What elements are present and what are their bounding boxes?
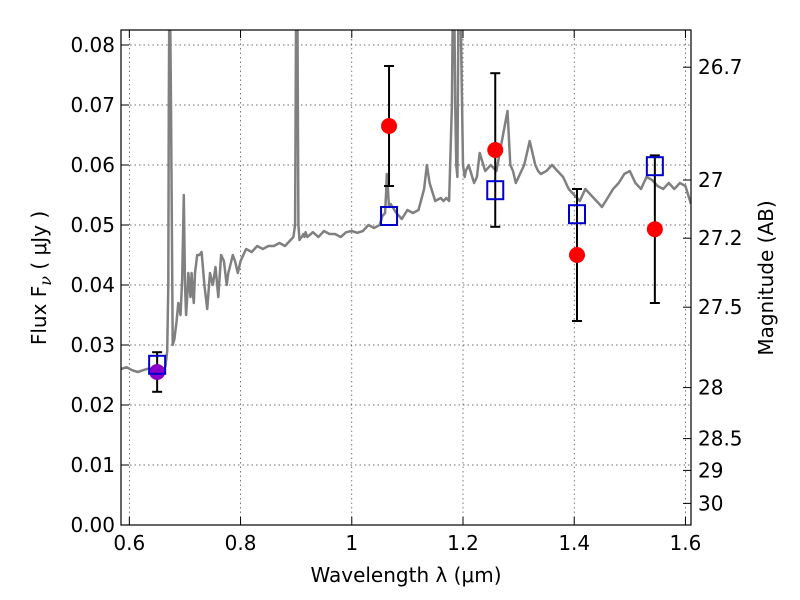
y-axis-label-main: Flux F <box>27 286 51 345</box>
model-band-flux-square <box>568 204 586 225</box>
model-band-flux-square <box>486 180 505 201</box>
right-tick-label: 26.7 <box>698 55 743 79</box>
x-tick-label: 1.2 <box>447 531 479 555</box>
y-tick-label: 0.04 <box>70 273 115 297</box>
model-spectrum-line <box>121 30 691 375</box>
x-tick-label: 0.8 <box>225 531 257 555</box>
right-tick-label: 28.5 <box>698 427 743 451</box>
photometry-point <box>569 247 585 263</box>
right-tick-label: 30 <box>698 491 723 515</box>
axis-ticks: 0.6 0.8 1 1.2 1.4 1.6 0.00 0.01 0.02 0.03 0.04 0.05… <box>70 30 743 555</box>
y-axis-label: Flux Fν ( μJy ) <box>27 211 55 345</box>
right-axis-label: Magnitude (AB) <box>754 200 778 355</box>
model-band-flux-square <box>380 206 399 226</box>
photometry-point <box>381 118 398 134</box>
x-tick-label: 1.4 <box>558 531 590 555</box>
y-tick-label: 0.00 <box>70 513 115 537</box>
x-tick-label: 1.6 <box>670 531 702 555</box>
right-tick-label: 27.5 <box>698 295 743 319</box>
model-band-flux-square <box>645 156 664 177</box>
x-tick-label: 0.6 <box>113 531 145 555</box>
photometry-point <box>646 221 663 238</box>
photometry-point <box>149 364 166 380</box>
right-tick-label: 27 <box>698 168 723 192</box>
x-tick-label: 1 <box>345 531 358 555</box>
right-tick-label: 28 <box>698 376 723 400</box>
plot-frame <box>120 29 692 526</box>
y-tick-label: 0.03 <box>70 333 115 357</box>
x-axis-label: Wavelength λ (μm) <box>310 563 501 587</box>
y-tick-label: 0.05 <box>70 213 115 237</box>
y-tick-label: 0.08 <box>70 33 115 57</box>
photometry-point <box>487 142 504 158</box>
y-tick-label: 0.07 <box>70 93 115 117</box>
model-band-flux-square <box>148 354 167 375</box>
y-tick-label: 0.01 <box>70 453 115 477</box>
y-tick-label: 0.02 <box>70 393 115 417</box>
y-tick-label: 0.06 <box>70 153 115 177</box>
right-tick-label: 29 <box>698 458 723 482</box>
y-axis-label-subscript: ν <box>36 276 55 286</box>
plot-area <box>121 30 691 393</box>
y-axis-label-unit: ( μJy ) <box>27 211 51 276</box>
right-tick-label: 27.2 <box>698 226 743 250</box>
